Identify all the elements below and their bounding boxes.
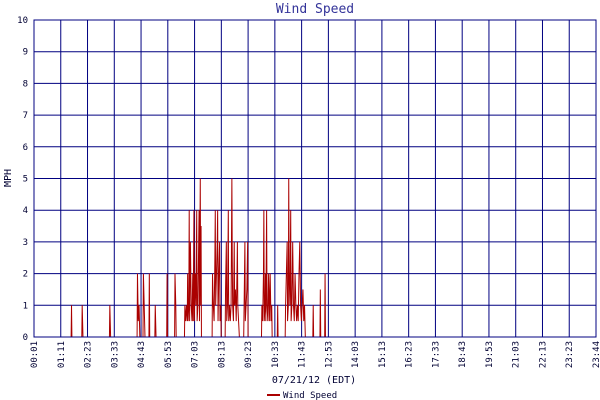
x-tick-label: 05:53 xyxy=(164,341,174,368)
x-tick-label: 01:11 xyxy=(57,341,67,368)
legend-entry-wind-speed: Wind Speed xyxy=(283,391,337,400)
y-tick-label: 7 xyxy=(23,111,28,121)
y-axis-label: MPH xyxy=(3,169,14,187)
y-tick-label: 10 xyxy=(17,16,28,26)
x-tick-label: 23:44 xyxy=(592,341,600,368)
y-tick-label: 0 xyxy=(23,333,28,343)
y-tick-label: 2 xyxy=(23,270,28,280)
series-layer xyxy=(34,178,326,338)
x-tick-label: 10:33 xyxy=(271,341,281,368)
x-tick-label: 22:13 xyxy=(538,341,548,368)
y-tick-label: 4 xyxy=(23,206,28,216)
x-tick-label: 15:13 xyxy=(378,341,388,368)
x-tick-labels: 00:01 01:11 02:23 03:33 04:43 05:53 07:03 08:13… xyxy=(30,341,600,368)
x-tick-label: 07:03 xyxy=(191,341,201,368)
plot-area-border xyxy=(33,19,597,338)
x-tick-label: 19:53 xyxy=(485,341,495,368)
x-tick-label: 14:03 xyxy=(351,341,361,368)
y-tick-labels: 0 1 2 3 4 5 6 7 8 9 10 xyxy=(17,16,28,343)
x-tick-label: 02:23 xyxy=(84,341,94,368)
x-tick-label: 23:23 xyxy=(565,341,575,368)
x-axis-label: 07/21/12 (EDT) xyxy=(272,375,356,386)
y-tick-label: 1 xyxy=(23,301,28,311)
x-tick-label: 00:01 xyxy=(30,341,40,368)
y-tick-label: 5 xyxy=(23,175,28,185)
series-line-wind-speed xyxy=(34,178,326,338)
x-tick-label: 17:33 xyxy=(431,341,441,368)
x-tick-label: 09:23 xyxy=(244,341,254,368)
x-tick-label: 11:43 xyxy=(298,341,308,368)
y-tick-label: 3 xyxy=(23,238,28,248)
x-tick-label: 12:53 xyxy=(324,341,334,368)
chart-title: Wind Speed xyxy=(276,2,354,17)
y-tick-label: 6 xyxy=(23,143,28,153)
grid-lines xyxy=(33,19,597,338)
y-tick-label: 8 xyxy=(23,79,28,89)
x-tick-label: 18:43 xyxy=(458,341,468,368)
x-tick-label: 08:13 xyxy=(217,341,227,368)
y-tick-label: 9 xyxy=(23,48,28,58)
legend: Wind Speed xyxy=(267,391,337,400)
x-tick-label: 04:43 xyxy=(137,341,147,368)
x-tick-label: 21:03 xyxy=(512,341,522,368)
x-tick-label: 03:33 xyxy=(110,341,120,368)
x-tick-label: 16:23 xyxy=(405,341,415,368)
